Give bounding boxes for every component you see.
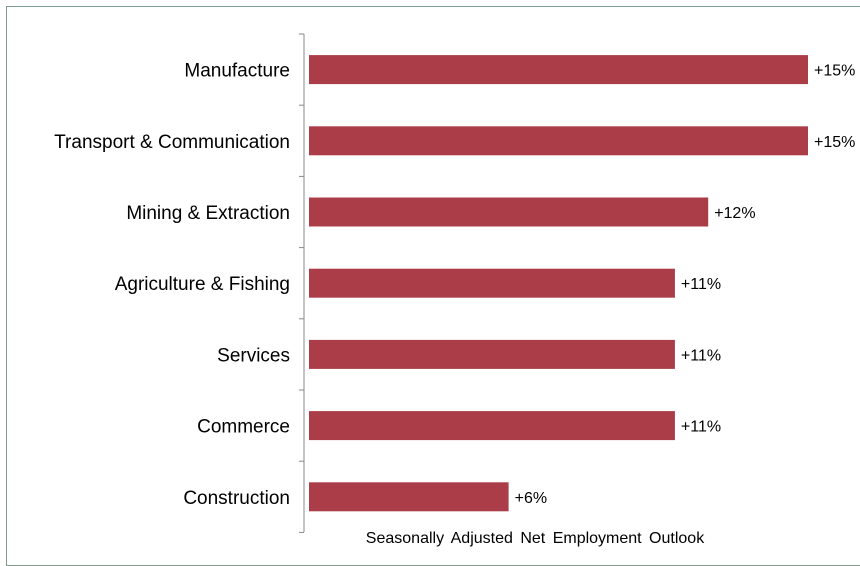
y-axis-ticks [299, 33, 304, 533]
category-label: Construction [183, 488, 290, 509]
category-labels: Manufacture Transport & Communication Mini… [54, 61, 290, 509]
value-label: +15% [814, 134, 855, 151]
value-labels: +15% +15% +12% +11% +11% +11% +6% [515, 63, 856, 507]
category-label: Commerce [197, 417, 290, 438]
category-label: Mining & Extraction [126, 203, 290, 224]
bar [309, 55, 808, 85]
category-label: Agriculture & Fishing [115, 274, 290, 295]
bar [309, 268, 675, 298]
category-label: Services [217, 345, 290, 366]
bar [309, 126, 808, 156]
value-label: +6% [515, 490, 547, 507]
value-label: +11% [681, 347, 721, 364]
bar [309, 411, 675, 441]
value-label: +11% [681, 419, 721, 436]
x-axis-title: Seasonally Adjusted Net Employment Outlo… [366, 530, 705, 547]
value-label: +12% [714, 205, 755, 222]
bar [309, 197, 709, 227]
category-label: Manufacture [184, 61, 290, 82]
value-label: +11% [681, 276, 721, 293]
bar [309, 482, 509, 512]
bars [309, 55, 808, 512]
category-label: Transport & Communication [54, 132, 290, 153]
value-label: +15% [814, 63, 855, 80]
bar [309, 339, 675, 369]
